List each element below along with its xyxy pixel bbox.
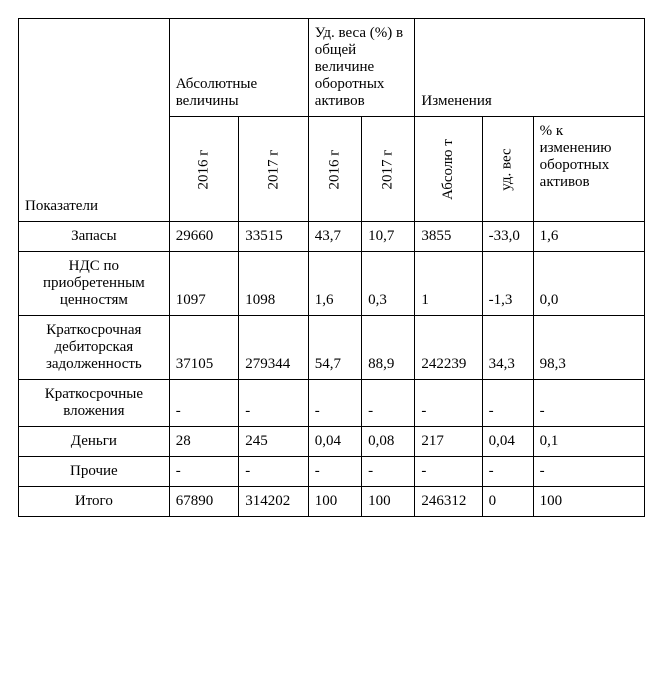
cell-abs-2017: 279344: [239, 316, 309, 380]
cell-abs-2016: 67890: [169, 487, 239, 517]
cell-change-weight: -: [482, 380, 533, 427]
cell-change-weight: -33,0: [482, 222, 533, 252]
col-subheader-sw-2017-label: 2017 г: [380, 149, 397, 189]
cell-sw-2016: 100: [308, 487, 361, 517]
cell-change-weight: 34,3: [482, 316, 533, 380]
table-row: Краткосрочные вложения-------: [19, 380, 645, 427]
cell-change-weight: -: [482, 457, 533, 487]
cell-abs-2016: -: [169, 457, 239, 487]
cell-sw-2016: 1,6: [308, 252, 361, 316]
row-label-cell: Краткосрочная дебиторская задолженность: [19, 316, 170, 380]
row-label-cell: Итого: [19, 487, 170, 517]
cell-sw-2017: 10,7: [362, 222, 415, 252]
cell-sw-2016: -: [308, 457, 361, 487]
cell-sw-2016: 0,04: [308, 427, 361, 457]
cell-abs-2016: -: [169, 380, 239, 427]
cell-sw-2017: 100: [362, 487, 415, 517]
cell-sw-2016: -: [308, 380, 361, 427]
col-subheader-change-weight: уд. вес: [482, 117, 533, 222]
cell-change-weight: -1,3: [482, 252, 533, 316]
cell-sw-2017: 0,3: [362, 252, 415, 316]
col-subheader-abs-2017-label: 2017 г: [265, 149, 282, 189]
table-row: Итого678903142021001002463120100: [19, 487, 645, 517]
cell-sw-2017: 0,08: [362, 427, 415, 457]
table-row: Прочие-------: [19, 457, 645, 487]
cell-change-weight: 0: [482, 487, 533, 517]
row-label-cell: Прочие: [19, 457, 170, 487]
table-row: Запасы296603351543,710,73855-33,01,6: [19, 222, 645, 252]
row-label-cell: Краткосрочные вложения: [19, 380, 170, 427]
col-subheader-sw-2017: 2017 г: [362, 117, 415, 222]
table-row: НДС по приобретенным ценностям109710981,…: [19, 252, 645, 316]
table-row: Деньги282450,040,082170,040,1: [19, 427, 645, 457]
cell-change-pct: 1,6: [533, 222, 644, 252]
cell-abs-2016: 37105: [169, 316, 239, 380]
cell-abs-2017: 314202: [239, 487, 309, 517]
col-subheader-sw-2016: 2016 г: [308, 117, 361, 222]
col-header-changes: Изменения: [415, 19, 645, 117]
cell-change-abs: 246312: [415, 487, 482, 517]
row-label-cell: Запасы: [19, 222, 170, 252]
col-header-absolute-values: Абсолютные величины: [169, 19, 308, 117]
cell-abs-2016: 28: [169, 427, 239, 457]
cell-sw-2017: -: [362, 457, 415, 487]
assets-structure-table: Показатели Абсолютные величины Уд. веса …: [18, 18, 645, 517]
cell-change-abs: 3855: [415, 222, 482, 252]
col-header-indicators: Показатели: [19, 19, 170, 222]
col-subheader-change-pct: % к изменению оборотных активов: [533, 117, 644, 222]
col-subheader-change-weight-label: уд. вес: [499, 148, 516, 190]
cell-change-abs: 217: [415, 427, 482, 457]
cell-abs-2017: 245: [239, 427, 309, 457]
cell-change-pct: -: [533, 380, 644, 427]
row-label-cell: НДС по приобретенным ценностям: [19, 252, 170, 316]
cell-abs-2017: -: [239, 457, 309, 487]
col-header-share-weights: Уд. веса (%) в общей величине оборотных …: [308, 19, 415, 117]
cell-abs-2016: 29660: [169, 222, 239, 252]
col-subheader-change-abs: Абсолю т: [415, 117, 482, 222]
cell-change-abs: -: [415, 457, 482, 487]
table-body: Запасы296603351543,710,73855-33,01,6НДС …: [19, 222, 645, 517]
cell-change-pct: 0,1: [533, 427, 644, 457]
col-subheader-abs-2017: 2017 г: [239, 117, 309, 222]
cell-sw-2016: 43,7: [308, 222, 361, 252]
cell-change-pct: 0,0: [533, 252, 644, 316]
col-subheader-sw-2016-label: 2016 г: [326, 149, 343, 189]
cell-abs-2017: 33515: [239, 222, 309, 252]
cell-sw-2017: -: [362, 380, 415, 427]
cell-sw-2017: 88,9: [362, 316, 415, 380]
table-row: Краткосрочная дебиторская задолженность3…: [19, 316, 645, 380]
cell-change-pct: -: [533, 457, 644, 487]
cell-change-abs: -: [415, 380, 482, 427]
cell-change-weight: 0,04: [482, 427, 533, 457]
cell-abs-2017: -: [239, 380, 309, 427]
cell-abs-2016: 1097: [169, 252, 239, 316]
col-subheader-abs-2016: 2016 г: [169, 117, 239, 222]
cell-change-abs: 1: [415, 252, 482, 316]
cell-sw-2016: 54,7: [308, 316, 361, 380]
row-label-cell: Деньги: [19, 427, 170, 457]
cell-change-pct: 100: [533, 487, 644, 517]
cell-change-abs: 242239: [415, 316, 482, 380]
col-subheader-abs-2016-label: 2016 г: [195, 149, 212, 189]
cell-abs-2017: 1098: [239, 252, 309, 316]
col-subheader-change-abs-label: Абсолю т: [440, 139, 457, 200]
cell-change-pct: 98,3: [533, 316, 644, 380]
